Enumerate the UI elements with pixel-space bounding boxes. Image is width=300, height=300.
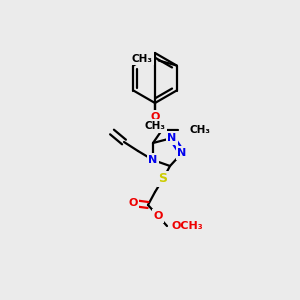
Text: CH₃: CH₃	[190, 125, 211, 135]
Text: CH₃: CH₃	[132, 53, 153, 64]
Text: H: H	[148, 122, 156, 132]
Text: S: S	[158, 172, 167, 185]
Text: CH₃: CH₃	[145, 121, 166, 131]
Text: OCH₃: OCH₃	[171, 221, 202, 231]
Text: O: O	[150, 112, 160, 122]
Text: O: O	[153, 211, 163, 221]
Text: N: N	[148, 155, 158, 165]
Text: N: N	[177, 148, 187, 158]
Text: O: O	[128, 198, 138, 208]
Text: N: N	[167, 133, 177, 143]
